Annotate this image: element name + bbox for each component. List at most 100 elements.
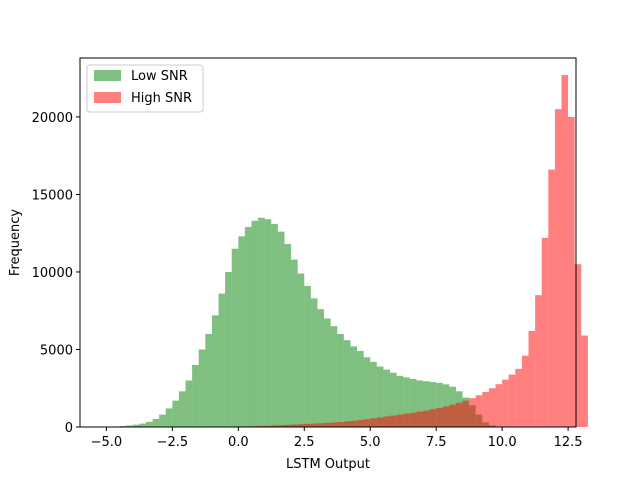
x-tick-label: 12.5 [554,435,583,450]
bar-low-snr-8 [159,414,166,427]
bar-high-snr-52 [561,75,569,428]
bar-low-snr-11 [178,391,186,427]
bar-low-snr-41 [376,366,384,427]
bar-high-snr-28 [403,413,410,427]
bar-high-snr-44 [508,374,516,427]
series-high-snr-bars [218,75,588,428]
bar-high-snr-16 [324,422,331,427]
x-tick-label: 2.5 [294,435,315,450]
bar-high-snr-31 [422,410,430,427]
bar-low-snr-13 [192,364,199,427]
bar-high-snr-25 [383,416,390,427]
bar-low-snr-16 [211,315,219,427]
bar-low-snr-50 [436,382,443,427]
bar-low-snr-28 [291,259,298,427]
bar-high-snr-30 [416,411,423,427]
bar-low-snr-3 [126,425,133,427]
bar-low-snr-33 [324,318,331,427]
legend-swatch-low-snr [94,70,121,81]
y-tick-label: 10000 [32,266,73,281]
bar-low-snr-14 [198,349,206,427]
bar-low-snr-5 [139,423,146,427]
y-tick-label: 0 [65,421,73,436]
bar-high-snr-13 [304,423,311,427]
bar-high-snr-40 [482,391,489,427]
bar-low-snr-17 [218,293,226,427]
bar-high-snr-51 [554,109,562,427]
bar-low-snr-24 [264,219,272,427]
bar-high-snr-49 [541,237,549,427]
plot-area [106,75,588,428]
y-axis-label: Frequency [8,209,23,276]
x-tick-label: 10.0 [488,435,517,450]
bar-high-snr-26 [390,415,397,427]
legend-swatch-high-snr [94,92,121,103]
bar-low-snr-37 [350,346,358,427]
bar-high-snr-11 [291,424,298,427]
bar-high-snr-50 [548,169,555,427]
bar-high-snr-20 [350,420,358,427]
bar-high-snr-27 [396,414,404,427]
bar-high-snr-10 [284,424,292,427]
bar-high-snr-41 [488,388,496,427]
bar-high-snr-21 [357,420,364,427]
x-tick-label: 5.0 [360,435,381,450]
bar-high-snr-14 [310,423,318,427]
bar-high-snr-42 [495,384,503,427]
x-tick-label: −5.0 [91,435,123,450]
bar-low-snr-29 [297,273,305,427]
bar-high-snr-46 [521,355,529,427]
bar-high-snr-45 [515,368,522,427]
bar-high-snr-43 [502,379,509,427]
bar-high-snr-15 [317,423,325,427]
bar-low-snr-21 [244,227,252,427]
bar-high-snr-12 [297,424,305,427]
bar-low-snr-32 [317,309,325,427]
bar-low-snr-38 [357,351,364,427]
x-axis-ticks: −5.0 −2.5 0.0 2.5 5.0 7.5 10.0 12.5 [91,427,583,450]
bar-high-snr-38 [469,398,476,427]
bar-high-snr-17 [330,422,338,427]
bar-low-snr-51 [442,384,450,427]
bar-high-snr-22 [363,419,371,427]
y-tick-label: 15000 [32,188,73,203]
bar-high-snr-48 [535,295,542,427]
bar-high-snr-34 [442,406,450,427]
bar-high-snr-19 [343,421,351,427]
bar-high-snr-29 [409,412,417,427]
bar-low-snr-36 [343,340,351,427]
bar-high-snr-54 [574,264,582,427]
bar-low-snr-26 [277,231,285,427]
bar-low-snr-43 [390,372,397,427]
bar-high-snr-39 [475,395,483,427]
bar-high-snr-18 [337,422,344,427]
bar-low-snr-7 [152,418,160,427]
legend-label-low-snr: Low SNR [131,69,188,84]
bar-low-snr-45 [403,377,410,427]
bar-low-snr-15 [205,333,212,427]
bar-high-snr-53 [568,116,575,428]
x-tick-label: 7.5 [426,435,447,450]
bar-high-snr-7 [264,425,272,427]
bar-low-snr-23 [258,217,265,427]
y-tick-label: 5000 [40,343,73,358]
bar-low-snr-49 [429,382,437,427]
bar-high-snr-37 [462,400,470,427]
bar-low-snr-48 [422,381,430,427]
axes-frame [79,57,577,428]
bar-low-snr-20 [238,236,245,427]
bar-low-snr-42 [383,369,390,427]
bar-low-snr-6 [145,421,153,427]
x-axis-label: LSTM Output [286,457,370,472]
bar-high-snr-36 [455,402,463,427]
bar-low-snr-31 [310,298,318,427]
bar-low-snr-35 [337,333,344,427]
bar-low-snr-4 [132,424,140,427]
bar-low-snr-47 [416,380,423,427]
bar-low-snr-10 [172,400,179,427]
bar-low-snr-39 [363,357,371,427]
bar-low-snr-46 [409,378,417,427]
bar-low-snr-12 [185,380,193,427]
bar-low-snr-40 [370,361,377,427]
